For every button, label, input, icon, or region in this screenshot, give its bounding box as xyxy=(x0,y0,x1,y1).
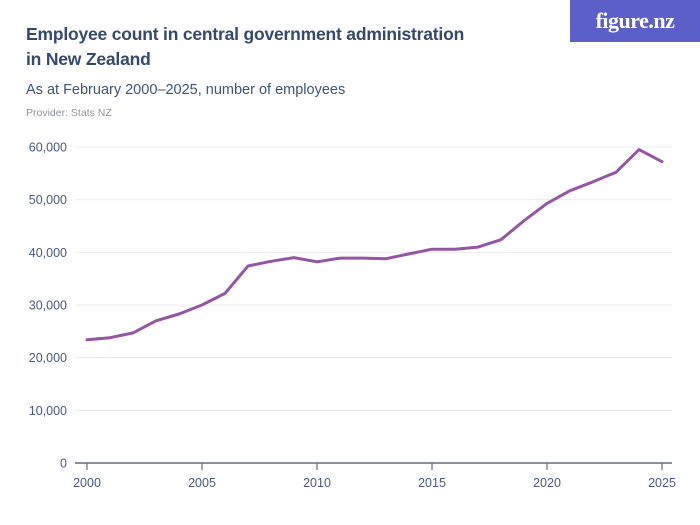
figurenz-logo-text: figure.nz xyxy=(595,8,675,33)
employee-count-series-line xyxy=(85,148,664,342)
y-tick-label: 40,000 xyxy=(29,246,67,260)
x-tick-label: 2010 xyxy=(303,476,331,490)
x-tick-label: 2020 xyxy=(533,476,561,490)
provider-attribution: Provider: Stats NZ xyxy=(26,107,112,119)
y-tick-label: 60,000 xyxy=(29,141,67,155)
y-tick-label: 10,000 xyxy=(29,404,67,418)
y-tick-label: 50,000 xyxy=(29,193,67,207)
page-title: Employee count in central government adm… xyxy=(26,22,546,72)
x-tick-label: 2015 xyxy=(418,476,446,490)
x-tick-label: 2000 xyxy=(73,476,101,490)
chart-subtitle: As at February 2000–2025, number of empl… xyxy=(26,82,346,98)
figurenz-logo[interactable]: figure.nz xyxy=(570,0,700,42)
page-title-line1: Employee count in central government adm… xyxy=(26,24,465,44)
y-tick-label: 20,000 xyxy=(29,351,67,365)
y-tick-label: 30,000 xyxy=(29,299,67,313)
y-tick-label: 0 xyxy=(60,457,67,471)
chart-area: 0 10,000 20,000 30,000 40,000 50,000 60,000 200… xyxy=(0,128,700,508)
employee-count-line-chart: 0 10,000 20,000 30,000 40,000 50,000 60,000 200… xyxy=(29,141,676,491)
x-tick-label: 2025 xyxy=(648,476,676,490)
page-title-line2: in New Zealand xyxy=(26,49,151,69)
chart-header: Employee count in central government adm… xyxy=(26,22,546,119)
x-tick-label: 2005 xyxy=(188,476,216,490)
